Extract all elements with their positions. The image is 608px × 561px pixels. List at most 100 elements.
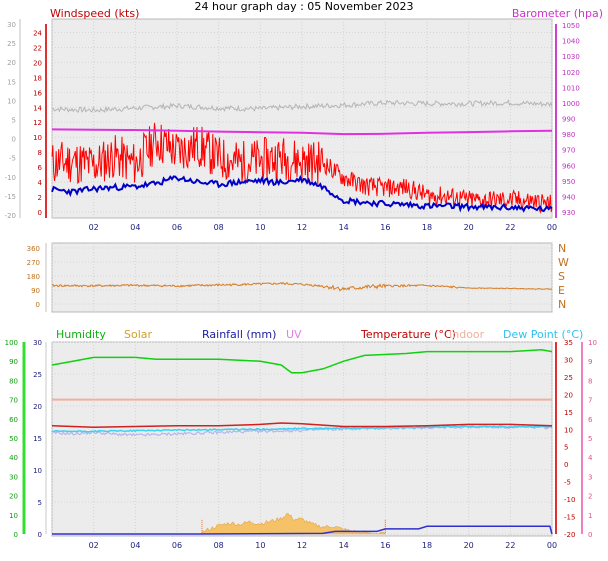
compass-label: E <box>558 284 565 297</box>
series-line-wind-average <box>51 174 553 213</box>
series-line-gust <box>51 99 553 113</box>
direction-panel <box>51 242 553 313</box>
x-tick-label: 10 <box>255 223 265 232</box>
y-wind-tick-label: 20 <box>33 59 42 67</box>
y-outer-tick-label: 15 <box>7 78 16 86</box>
y-temperature-tick-label: 15 <box>564 409 573 417</box>
y-uv-tick-label: 5 <box>588 435 592 443</box>
y-temperature-tick-label: 5 <box>564 444 568 452</box>
graph-title: 24 hour graph day : 05 November 2023 <box>194 0 414 13</box>
y-uv-tick-label: 9 <box>588 358 592 366</box>
y-wind-tick-label: 0 <box>38 209 42 217</box>
y-wind-tick-label: 16 <box>33 89 42 97</box>
y-humidity-tick-label: 70 <box>9 397 18 405</box>
x-tick-label: 02 <box>89 541 99 550</box>
y-uv-tick-label: 8 <box>588 377 592 385</box>
x-tick-label: 04 <box>130 223 140 232</box>
y-wind-tick-label: 4 <box>38 179 43 187</box>
y-uv-tick-label: 3 <box>588 473 592 481</box>
x-tick-label: 22 <box>505 541 515 550</box>
x-tick-label: 06 <box>172 541 182 550</box>
y-rainfall-tick-label: 5 <box>38 499 42 507</box>
y-outer-tick-label: -20 <box>5 212 16 220</box>
y-outer-tick-label: 20 <box>7 59 16 67</box>
x-tick-label: 16 <box>380 223 390 232</box>
series-line-temperature <box>51 422 553 428</box>
y-barometer-tick-label: 980 <box>562 131 575 139</box>
y-humidity-tick-label: 90 <box>9 358 18 366</box>
y-barometer-tick-label: 990 <box>562 116 575 124</box>
compass-label: W <box>558 256 569 269</box>
y-temperature-tick-label: 35 <box>564 339 573 347</box>
y-outer-tick-label: -10 <box>5 174 16 182</box>
x-tick-label: 20 <box>464 223 474 232</box>
legend-indoor: Indoor <box>449 328 485 341</box>
series-line-barometer <box>51 128 553 136</box>
y-barometer-tick-label: 970 <box>562 147 575 155</box>
y-uv-tick-label: 2 <box>588 493 592 501</box>
x-tick-label: 16 <box>380 541 390 550</box>
y-direction-tick-label: 270 <box>27 259 40 267</box>
y-outer-tick-label: 25 <box>7 40 16 48</box>
y-direction-tick-label: 90 <box>31 287 40 295</box>
y-barometer-tick-label: 1050 <box>562 22 580 30</box>
x-tick-label: 18 <box>422 541 432 550</box>
y-direction-tick-label: 360 <box>27 245 40 253</box>
y-uv-tick-label: 10 <box>588 339 597 347</box>
y-temperature-tick-label: 30 <box>564 356 573 364</box>
y-outer-tick-label: -5 <box>9 155 16 163</box>
x-tick-label: 02 <box>89 223 99 232</box>
y-barometer-tick-label: 940 <box>562 193 575 201</box>
x-tick-label: 14 <box>339 541 349 550</box>
y-temperature-tick-label: -15 <box>564 514 575 522</box>
y-outer-tick-label: 0 <box>12 136 16 144</box>
legend-temperature: Temperature (°C) <box>360 328 456 341</box>
legend-dewpoint: Dew Point (°C) <box>503 328 583 341</box>
y-humidity-tick-label: 0 <box>14 531 18 539</box>
x-tick-label: 12 <box>297 223 307 232</box>
y-humidity-tick-label: 100 <box>5 339 18 347</box>
y-wind-tick-label: 2 <box>38 194 42 202</box>
y-humidity-tick-label: 60 <box>9 416 18 424</box>
series-line-windspeed <box>51 122 553 214</box>
compass-label: N <box>558 298 566 311</box>
y-uv-tick-label: 6 <box>588 416 593 424</box>
y-humidity-tick-label: 80 <box>9 377 18 385</box>
y-direction-tick-label: 180 <box>27 273 40 281</box>
x-tick-label: 06 <box>172 223 182 232</box>
y-temperature-tick-label: 0 <box>564 461 568 469</box>
barometer-axis-label: Barometer (hpa) <box>512 7 603 20</box>
y-barometer-tick-label: 960 <box>562 162 575 170</box>
compass-label: N <box>558 242 566 255</box>
x-tick-label: 08 <box>214 541 224 550</box>
y-rainfall-tick-label: 0 <box>38 531 42 539</box>
y-barometer-tick-label: 1010 <box>562 84 580 92</box>
y-uv-tick-label: 1 <box>588 512 592 520</box>
series-line-wind-direction <box>51 281 552 292</box>
y-wind-tick-label: 18 <box>33 74 42 82</box>
x-tick-label: 12 <box>297 541 307 550</box>
series-line-humidity <box>51 348 553 374</box>
y-wind-tick-label: 8 <box>38 149 42 157</box>
legend-uv: UV <box>286 328 302 341</box>
x-tick-label: 14 <box>339 223 349 232</box>
y-outer-tick-label: -15 <box>5 193 16 201</box>
y-uv-tick-label: 7 <box>588 397 592 405</box>
y-barometer-tick-label: 1000 <box>562 100 580 108</box>
y-wind-tick-label: 22 <box>33 44 42 52</box>
series-line-dew-point <box>51 425 552 433</box>
x-tick-label: 00 <box>547 541 557 550</box>
y-rainfall-tick-label: 30 <box>33 339 42 347</box>
y-temperature-tick-label: 20 <box>564 391 573 399</box>
y-humidity-tick-label: 30 <box>9 473 18 481</box>
y-rainfall-tick-label: 10 <box>33 467 42 475</box>
y-temperature-tick-label: -20 <box>564 531 575 539</box>
y-wind-tick-label: 10 <box>33 134 42 142</box>
y-outer-tick-label: 5 <box>12 117 16 125</box>
y-temperature-tick-label: -5 <box>564 479 571 487</box>
x-tick-label: 00 <box>547 223 557 232</box>
y-uv-tick-label: 0 <box>588 531 592 539</box>
y-rainfall-tick-label: 15 <box>33 435 42 443</box>
